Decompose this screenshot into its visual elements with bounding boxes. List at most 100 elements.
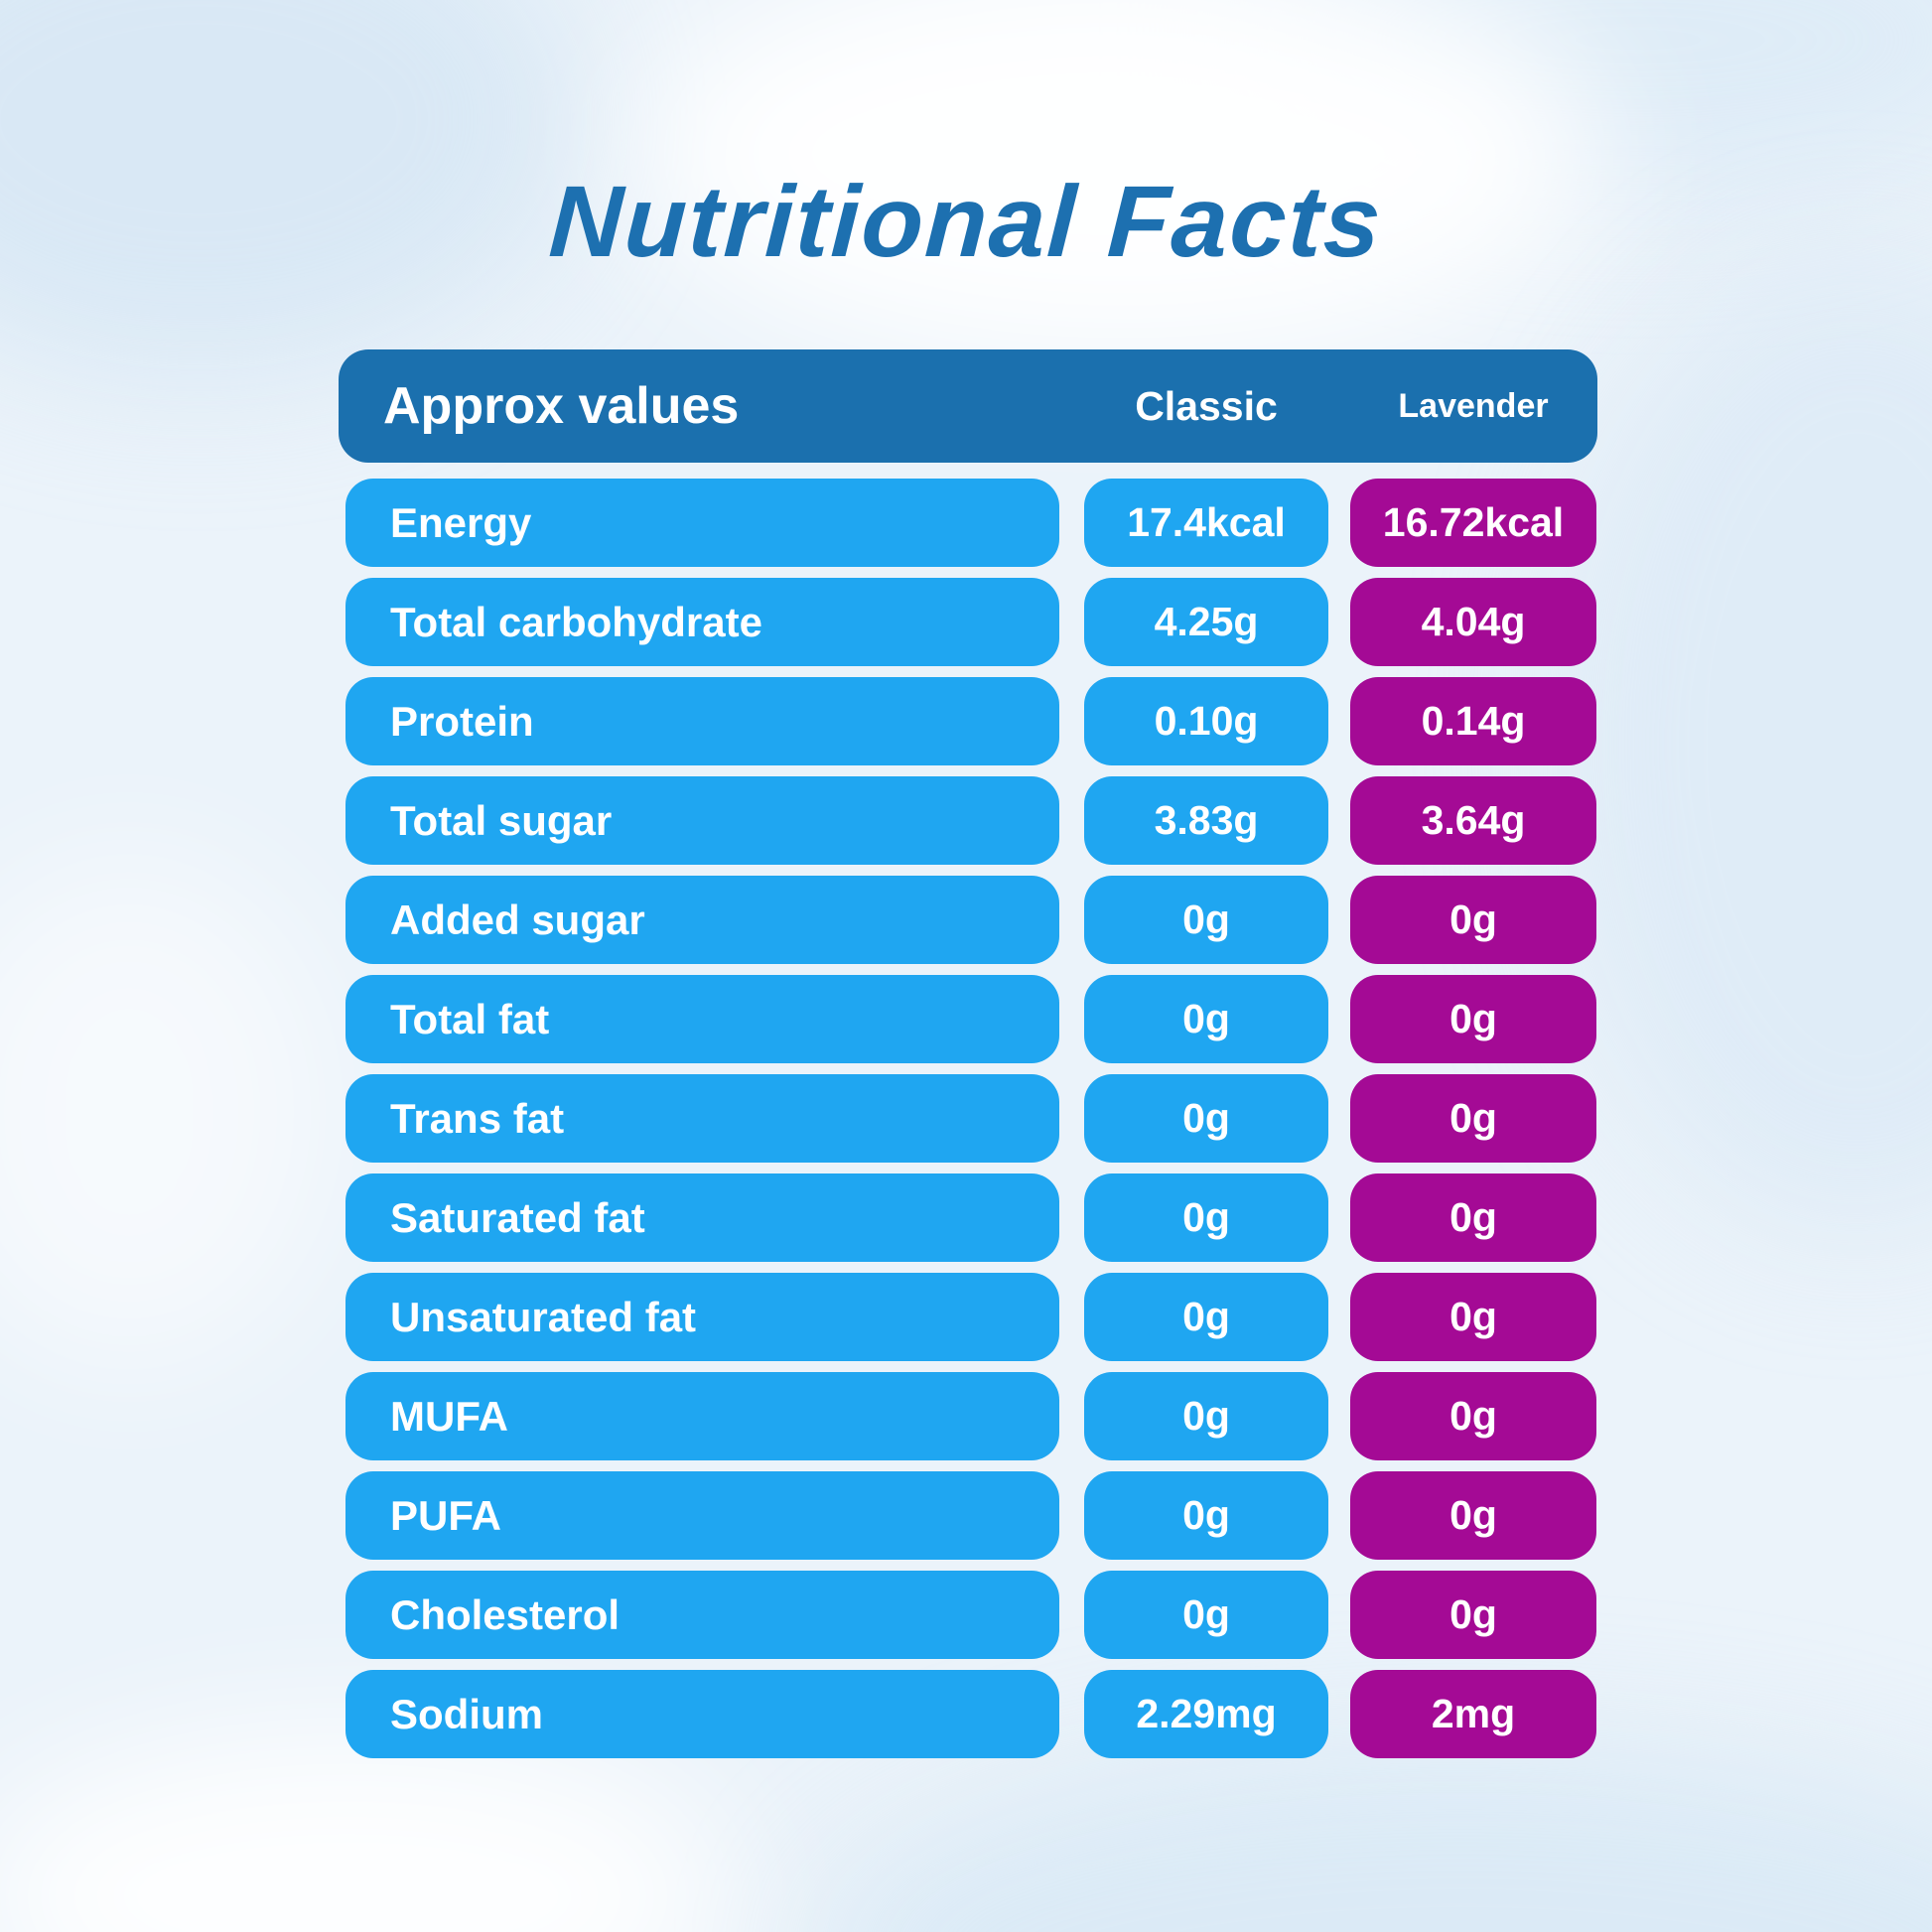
row-label: MUFA bbox=[390, 1392, 508, 1440]
row-label: Total carbohydrate bbox=[390, 598, 762, 645]
row-value-classic: 3.83g bbox=[1154, 797, 1259, 843]
table-header-bar: Approx values Classic Lavender bbox=[339, 349, 1597, 463]
row-value-lavender: 0g bbox=[1449, 996, 1497, 1041]
classic-value-pill: 0g bbox=[1084, 1571, 1328, 1659]
table-row: Total carbohydrate 4.25g 4.04g bbox=[339, 578, 1597, 666]
lavender-value-pill: 2mg bbox=[1350, 1670, 1596, 1758]
header-approx-values: Approx values bbox=[383, 377, 740, 435]
lavender-value-pill: 0g bbox=[1350, 1074, 1596, 1163]
row-value-classic: 0g bbox=[1182, 897, 1230, 942]
row-value-lavender: 0g bbox=[1449, 1095, 1497, 1141]
row-value-classic: 0g bbox=[1182, 1393, 1230, 1439]
row-label: Sodium bbox=[390, 1690, 543, 1737]
page-title: Nutritional Facts bbox=[546, 165, 1386, 278]
row-label: Energy bbox=[390, 498, 532, 546]
row-label-pill: Cholesterol bbox=[345, 1571, 1059, 1659]
classic-value-pill: 2.29mg bbox=[1084, 1670, 1328, 1758]
row-value-lavender: 0g bbox=[1449, 1294, 1497, 1339]
table-row: Saturated fat 0g 0g bbox=[339, 1173, 1597, 1262]
row-label-pill: Saturated fat bbox=[345, 1173, 1059, 1262]
nutrition-table: Approx values Classic Lavender Energy 17… bbox=[339, 349, 1597, 1758]
table-row: Total fat 0g 0g bbox=[339, 975, 1597, 1063]
table-row: Protein 0.10g 0.14g bbox=[339, 677, 1597, 765]
row-label: Total sugar bbox=[390, 796, 613, 844]
lavender-value-pill: 0g bbox=[1350, 1471, 1596, 1560]
header-column-lavender: Lavender bbox=[1398, 386, 1549, 425]
row-label-pill: Total fat bbox=[345, 975, 1059, 1063]
row-value-lavender: 0g bbox=[1449, 1194, 1497, 1240]
row-value-classic: 0g bbox=[1182, 996, 1230, 1041]
table-row: Energy 17.4kcal 16.72kcal bbox=[339, 479, 1597, 567]
row-label: Added sugar bbox=[390, 896, 645, 943]
classic-value-pill: 3.83g bbox=[1084, 776, 1328, 865]
row-value-lavender: 16.72kcal bbox=[1382, 499, 1565, 545]
row-label: Cholesterol bbox=[390, 1590, 621, 1638]
row-label: PUFA bbox=[390, 1491, 502, 1539]
row-value-lavender: 0.14g bbox=[1421, 698, 1526, 744]
table-rows: Energy 17.4kcal 16.72kcal Total carbohyd… bbox=[339, 479, 1597, 1758]
classic-value-pill: 0g bbox=[1084, 876, 1328, 964]
lavender-value-pill: 0g bbox=[1350, 1571, 1596, 1659]
row-label: Protein bbox=[390, 697, 534, 745]
header-column-classic: Classic bbox=[1135, 382, 1278, 429]
row-label-pill: Protein bbox=[345, 677, 1059, 765]
row-label-pill: Sodium bbox=[345, 1670, 1059, 1758]
classic-value-pill: 0g bbox=[1084, 1074, 1328, 1163]
classic-value-pill: 0g bbox=[1084, 1173, 1328, 1262]
watercolor-blob bbox=[814, 1747, 1932, 1932]
row-value-classic: 0g bbox=[1182, 1095, 1230, 1141]
row-value-lavender: 0g bbox=[1449, 1492, 1497, 1538]
row-value-classic: 17.4kcal bbox=[1127, 499, 1286, 545]
row-label: Trans fat bbox=[390, 1094, 565, 1142]
lavender-value-pill: 0g bbox=[1350, 1273, 1596, 1361]
row-label-pill: Energy bbox=[345, 479, 1059, 567]
row-value-classic: 0g bbox=[1182, 1492, 1230, 1538]
row-label-pill: MUFA bbox=[345, 1372, 1059, 1460]
classic-value-pill: 0g bbox=[1084, 1372, 1328, 1460]
table-row: Unsaturated fat 0g 0g bbox=[339, 1273, 1597, 1361]
classic-value-pill: 0.10g bbox=[1084, 677, 1328, 765]
classic-value-pill: 0g bbox=[1084, 975, 1328, 1063]
row-label: Unsaturated fat bbox=[390, 1293, 697, 1340]
table-row: PUFA 0g 0g bbox=[339, 1471, 1597, 1560]
lavender-value-pill: 3.64g bbox=[1350, 776, 1596, 865]
lavender-value-pill: 16.72kcal bbox=[1350, 479, 1596, 567]
table-row: Added sugar 0g 0g bbox=[339, 876, 1597, 964]
classic-value-pill: 17.4kcal bbox=[1084, 479, 1328, 567]
lavender-value-pill: 0.14g bbox=[1350, 677, 1596, 765]
row-label-pill: Total sugar bbox=[345, 776, 1059, 865]
lavender-value-pill: 0g bbox=[1350, 1372, 1596, 1460]
classic-value-pill: 0g bbox=[1084, 1471, 1328, 1560]
row-label-pill: PUFA bbox=[345, 1471, 1059, 1560]
row-label: Total fat bbox=[390, 995, 550, 1042]
row-value-classic: 0g bbox=[1182, 1194, 1230, 1240]
row-label-pill: Total carbohydrate bbox=[345, 578, 1059, 666]
row-value-lavender: 2mg bbox=[1431, 1691, 1516, 1736]
table-row: Sodium 2.29mg 2mg bbox=[339, 1670, 1597, 1758]
row-value-classic: 0g bbox=[1182, 1294, 1230, 1339]
table-row: Trans fat 0g 0g bbox=[339, 1074, 1597, 1163]
row-value-classic: 4.25g bbox=[1154, 599, 1259, 644]
row-label: Saturated fat bbox=[390, 1193, 645, 1241]
row-label-pill: Unsaturated fat bbox=[345, 1273, 1059, 1361]
table-row: MUFA 0g 0g bbox=[339, 1372, 1597, 1460]
row-value-classic: 0.10g bbox=[1154, 698, 1259, 744]
row-value-lavender: 0g bbox=[1449, 897, 1497, 942]
classic-value-pill: 0g bbox=[1084, 1273, 1328, 1361]
watercolor-blob bbox=[0, 854, 338, 1370]
lavender-value-pill: 0g bbox=[1350, 1173, 1596, 1262]
table-row: Total sugar 3.83g 3.64g bbox=[339, 776, 1597, 865]
watercolor-blob bbox=[1549, 258, 1932, 1231]
row-value-classic: 0g bbox=[1182, 1591, 1230, 1637]
row-value-lavender: 0g bbox=[1449, 1591, 1497, 1637]
row-value-lavender: 3.64g bbox=[1421, 797, 1526, 843]
lavender-value-pill: 0g bbox=[1350, 876, 1596, 964]
row-value-classic: 2.29mg bbox=[1136, 1691, 1277, 1736]
row-label-pill: Added sugar bbox=[345, 876, 1059, 964]
table-row: Cholesterol 0g 0g bbox=[339, 1571, 1597, 1659]
lavender-value-pill: 4.04g bbox=[1350, 578, 1596, 666]
row-value-lavender: 4.04g bbox=[1421, 599, 1526, 644]
row-label-pill: Trans fat bbox=[345, 1074, 1059, 1163]
classic-value-pill: 4.25g bbox=[1084, 578, 1328, 666]
